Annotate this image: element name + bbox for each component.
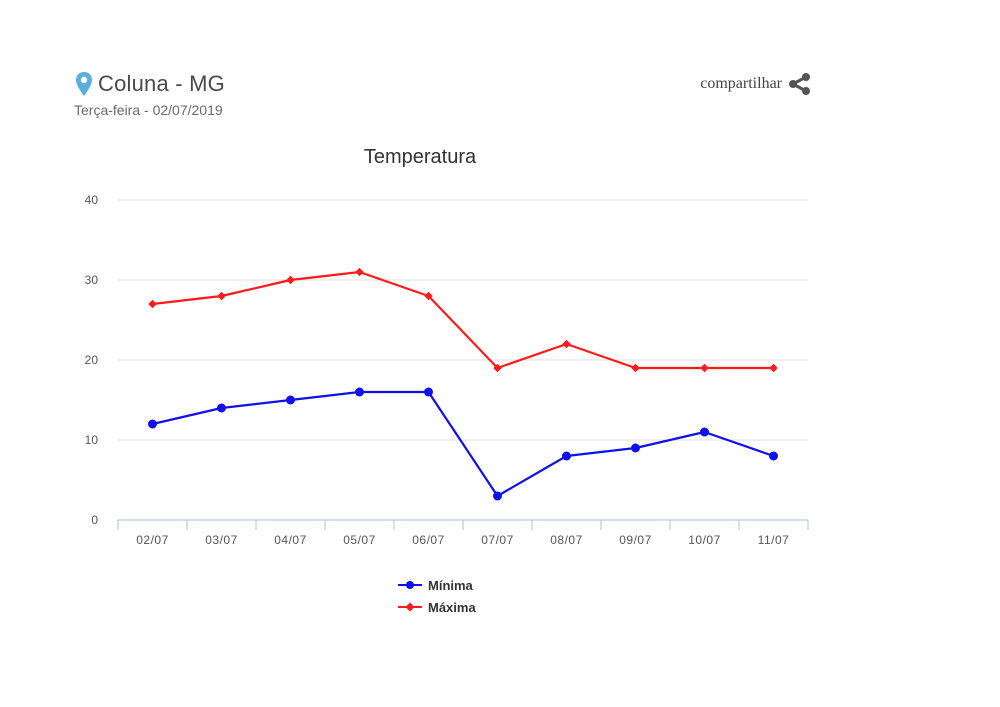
legend-item-min[interactable]: Mínima [398, 574, 476, 596]
data-point[interactable] [562, 339, 571, 349]
series-maxima [148, 267, 778, 373]
x-axis: 02/07 03/07 04/07 05/07 06/07 07/07 08/07 09/07… [117, 519, 809, 547]
data-point[interactable] [424, 291, 433, 301]
map-pin-icon [76, 72, 92, 96]
data-point[interactable] [769, 451, 778, 461]
series-line [152, 270, 774, 370]
data-series [148, 267, 778, 501]
location-header: Coluna - MG Terça-feira - 02/07/2019 [74, 70, 225, 118]
share-icon [789, 73, 810, 95]
data-point[interactable] [217, 403, 226, 413]
location-title: Coluna - MG [98, 71, 225, 96]
x-tick-label: 06/07 [412, 533, 445, 547]
chart-legend: Mínima Máxima [398, 574, 476, 618]
y-tick-label: 30 [85, 273, 99, 287]
forecast-date: Terça-feira - 02/07/2019 [74, 102, 223, 118]
legend-min-marker [398, 581, 422, 589]
y-tick-label: 20 [85, 353, 99, 367]
data-point[interactable] [148, 299, 157, 309]
y-tick-label: 10 [85, 433, 99, 447]
location-row: Coluna - MG [74, 70, 225, 98]
data-point[interactable] [286, 275, 295, 285]
x-tick-label: 02/07 [136, 533, 169, 547]
series-line [152, 390, 774, 498]
data-point[interactable] [148, 419, 157, 429]
legend-label-max: Máxima [428, 599, 476, 615]
chart-title: Temperatura [364, 146, 477, 168]
x-tick-label: 08/07 [550, 533, 583, 547]
legend-label-min: Mínima [428, 577, 473, 593]
x-tick-label: 10/07 [688, 533, 721, 547]
series-minima [148, 387, 778, 501]
data-point[interactable] [424, 387, 433, 397]
data-point[interactable] [631, 443, 640, 453]
grid-lines [118, 199, 808, 441]
x-tick-label: 04/07 [274, 533, 307, 547]
data-point[interactable] [217, 291, 226, 301]
share-button[interactable]: compartilhar [700, 72, 812, 96]
data-point[interactable] [631, 363, 640, 373]
data-point[interactable] [700, 363, 709, 373]
x-tick-label: 05/07 [343, 533, 376, 547]
x-tick-label: 03/07 [205, 533, 238, 547]
data-point[interactable] [355, 267, 364, 277]
data-point[interactable] [562, 451, 571, 461]
data-point[interactable] [286, 395, 295, 405]
legend-item-max[interactable]: Máxima [398, 596, 476, 618]
y-tick-label: 40 [85, 193, 99, 207]
x-tick-label: 11/07 [758, 533, 790, 547]
data-point[interactable] [700, 427, 709, 437]
data-point[interactable] [493, 491, 502, 501]
data-point[interactable] [493, 363, 502, 373]
data-point[interactable] [769, 363, 778, 373]
y-tick-label: 0 [91, 513, 98, 527]
x-tick-label: 07/07 [481, 533, 514, 547]
legend-max-marker [398, 602, 422, 612]
y-axis: 0 10 20 30 40 [85, 193, 99, 527]
x-tick-label: 09/07 [619, 533, 652, 547]
data-point[interactable] [355, 387, 364, 397]
share-label: compartilhar [700, 75, 782, 92]
